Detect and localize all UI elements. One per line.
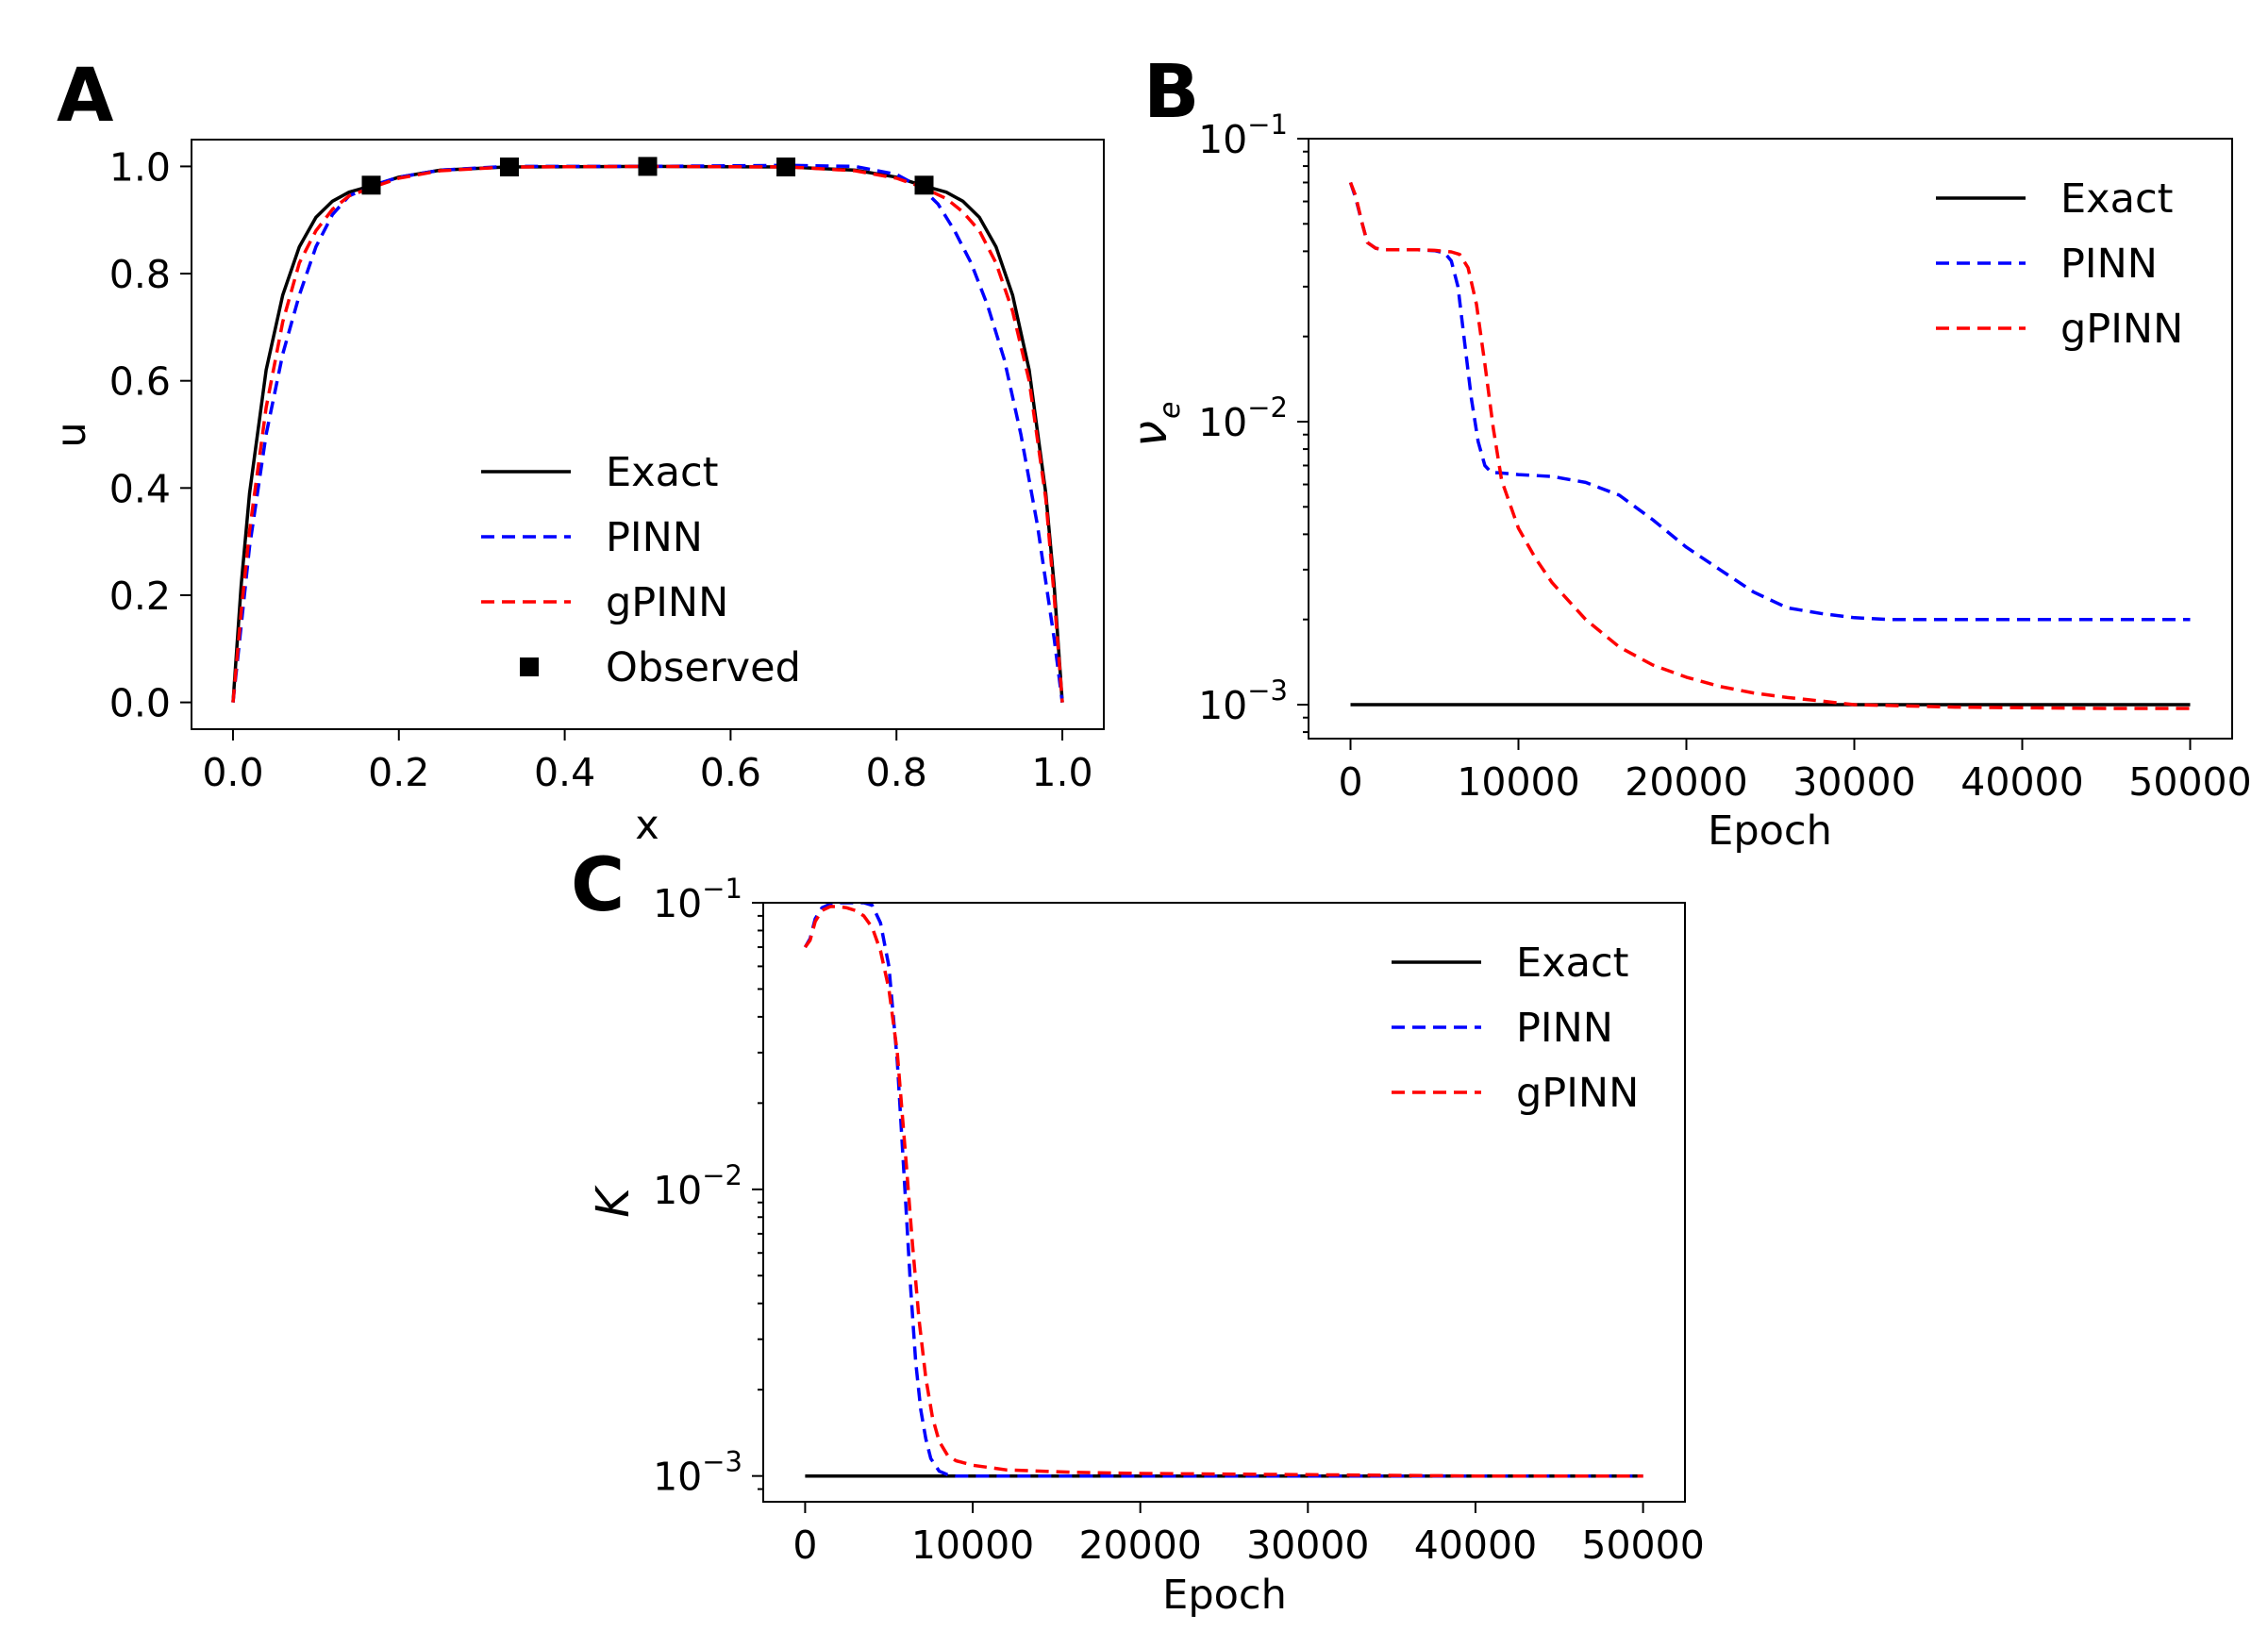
panel-b-x-tick-label: 0 bbox=[1338, 759, 1362, 805]
panel-a-y-axis-label: u bbox=[48, 422, 95, 447]
panel-c-x-tick-label: 40000 bbox=[1414, 1523, 1537, 1568]
panel-a-y-tick-label: 0.8 bbox=[109, 252, 171, 297]
panel-c-series-pinn bbox=[803, 903, 1643, 1478]
panel-c-chart: 0 10000 20000 30000 40000 50000 10−310−210−1 … bbox=[587, 873, 1705, 1619]
panel-a-x-axis-label: x bbox=[635, 802, 659, 849]
panel-c-legend-label-pinn: PINN bbox=[1516, 1005, 1613, 1052]
panel-letter-a: A bbox=[57, 54, 113, 139]
panel-b-y-tick-label: 10−3 bbox=[1198, 674, 1288, 728]
panel-a-y-tick-label: 0.0 bbox=[109, 681, 171, 726]
panel-a-legend-swatch-observed bbox=[520, 657, 539, 676]
panel-b-y-axis-symbol: ν bbox=[1123, 421, 1177, 447]
panel-a-observed-point bbox=[499, 157, 519, 176]
panel-c-y-tick-label: 10−1 bbox=[653, 873, 742, 926]
panel-c-y-ticks: 10−3 10−2 10−1 bbox=[653, 873, 763, 1500]
panel-a-plot-area bbox=[231, 157, 1064, 703]
panel-b-x-tick-label: 20000 bbox=[1625, 759, 1747, 805]
panel-a-observed-point bbox=[914, 175, 934, 195]
panel-c-y-axis-label: K bbox=[587, 1185, 640, 1218]
panel-c-legend: Exact PINN gPINN bbox=[1392, 940, 1639, 1117]
panel-a-legend: Exact PINN gPINN Observed bbox=[481, 449, 801, 691]
panel-b-axes-frame bbox=[1308, 138, 2233, 740]
panel-c-x-ticks: 0 10000 20000 30000 40000 50000 bbox=[792, 1502, 1705, 1568]
panel-c-series-gpinn bbox=[803, 905, 1643, 1478]
panel-c-x-tick-label: 0 bbox=[792, 1523, 817, 1568]
panel-b-series-gpinn bbox=[1348, 181, 2191, 710]
panel-b-chart: 0 10000 20000 30000 40000 50000 10−310−210−1 … bbox=[1123, 108, 2252, 855]
panel-b-plot-area bbox=[1348, 181, 2191, 710]
panel-a-x-tick-label: 0.4 bbox=[534, 750, 595, 795]
panel-a-x-tick-label: 0.6 bbox=[700, 750, 761, 795]
panel-a-y-tick-label: 1.0 bbox=[109, 144, 171, 190]
panel-a-x-tick-label: 0.8 bbox=[866, 750, 927, 795]
panel-b-y-tick-label: 10−2 bbox=[1198, 391, 1288, 445]
panel-a-x-tick-label: 0.2 bbox=[368, 750, 429, 795]
panel-b-y-ticks: 10−3 10−2 10−1 bbox=[1198, 108, 1309, 734]
panel-b-y-axis-label: ν e bbox=[1123, 402, 1187, 447]
panel-c-legend-label-gpinn: gPINN bbox=[1516, 1070, 1639, 1117]
panel-c-x-tick-label: 10000 bbox=[911, 1523, 1034, 1568]
panel-b-x-ticks: 0 10000 20000 30000 40000 50000 bbox=[1338, 739, 2252, 805]
panel-a-observed-point bbox=[638, 157, 658, 176]
panel-letter-b: B bbox=[1143, 50, 1199, 135]
panel-c-x-tick-label: 50000 bbox=[1581, 1523, 1704, 1568]
panel-a-y-tick-label: 0.6 bbox=[109, 359, 171, 405]
panel-b-y-axis-subscript: e bbox=[1154, 402, 1187, 419]
panel-a-legend-label-gpinn: gPINN bbox=[606, 579, 728, 626]
panel-b-legend-label-exact: Exact bbox=[2060, 175, 2173, 223]
panel-b-x-tick-label: 10000 bbox=[1457, 759, 1579, 805]
panel-a-y-tick-label: 0.4 bbox=[109, 466, 171, 511]
panel-c-x-tick-label: 20000 bbox=[1078, 1523, 1201, 1568]
panel-a-x-tick-label: 1.0 bbox=[1031, 750, 1092, 795]
panel-b-legend-label-gpinn: gPINN bbox=[2060, 306, 2183, 353]
panel-a-axes-frame bbox=[191, 139, 1105, 730]
panel-a-legend-label-observed: Observed bbox=[606, 644, 801, 691]
panel-a-legend-label-pinn: PINN bbox=[606, 514, 703, 561]
panel-b-y-tick-label: 10−1 bbox=[1198, 108, 1288, 162]
panel-a-x-tick-label: 0.0 bbox=[202, 750, 263, 795]
panel-c-x-tick-label: 30000 bbox=[1246, 1523, 1369, 1568]
panel-b-x-tick-label: 40000 bbox=[1960, 759, 2083, 805]
panel-b-x-tick-label: 50000 bbox=[2128, 759, 2251, 805]
panel-c-y-tick-label: 10−2 bbox=[653, 1159, 742, 1213]
panel-a-observed-point bbox=[776, 157, 796, 176]
panel-b-legend: Exact PINN gPINN bbox=[1936, 175, 2183, 353]
panel-c-legend-label-exact: Exact bbox=[1516, 940, 1628, 987]
panel-b-x-axis-label: Epoch bbox=[1708, 807, 1832, 855]
panel-c-plot-area bbox=[803, 903, 1643, 1478]
panel-a-y-tick-label: 0.2 bbox=[109, 574, 171, 619]
panel-a-chart: 0.0 0.2 0.4 0.6 0.8 1.0 0.00.20.40.60.81.0 x … bbox=[48, 139, 1105, 849]
panel-a-x-ticks: 0.0 0.2 0.4 0.6 0.8 1.0 bbox=[202, 729, 1093, 795]
panel-a-y-ticks: 0.0 0.2 0.4 0.6 0.8 1.0 bbox=[109, 144, 192, 726]
panel-a-legend-label-exact: Exact bbox=[606, 449, 718, 496]
panel-c-x-axis-label: Epoch bbox=[1162, 1572, 1287, 1619]
panel-a-observed-point bbox=[361, 175, 381, 195]
panel-c-y-tick-label: 10−3 bbox=[653, 1446, 742, 1500]
panel-b-legend-label-pinn: PINN bbox=[2060, 241, 2158, 288]
panel-letter-c: C bbox=[571, 843, 625, 928]
panel-b-x-tick-label: 30000 bbox=[1793, 759, 1915, 805]
